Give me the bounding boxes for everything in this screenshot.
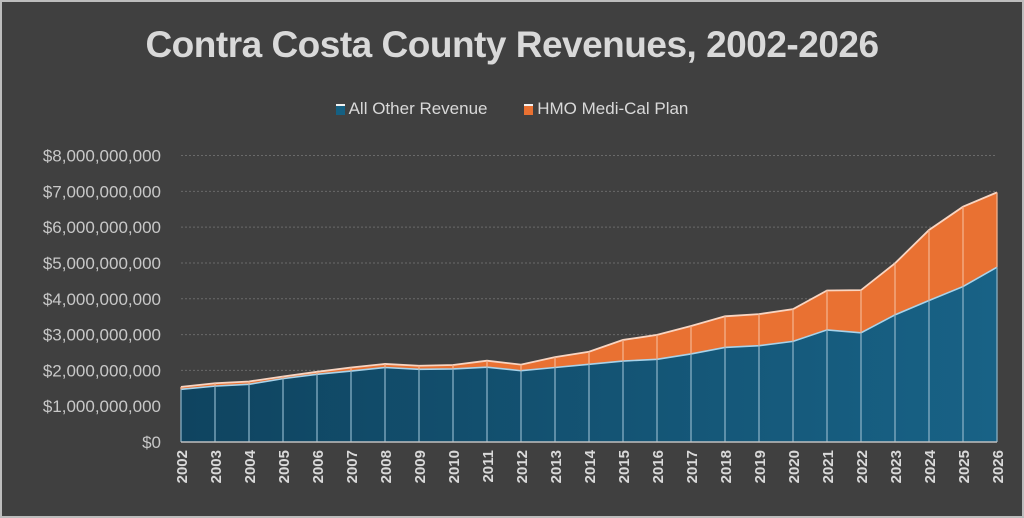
x-tick-label: 2007	[344, 450, 361, 483]
x-tick-label: 2022	[854, 450, 871, 483]
x-tick-label: 2025	[956, 450, 973, 483]
legend-item-all-other-revenue[interactable]: All Other Revenue	[335, 99, 488, 119]
legend: All Other Revenue HMO Medi-Cal Plan	[2, 99, 1022, 120]
legend-swatch-hmo-medi-cal-plan	[524, 103, 534, 115]
y-tick-label: $4,000,000,000	[43, 290, 161, 309]
y-tick-label: $0	[142, 433, 161, 452]
x-tick-label: 2016	[650, 450, 667, 483]
legend-swatch-all-other-revenue	[335, 103, 345, 115]
y-tick-label: $6,000,000,000	[43, 218, 161, 237]
legend-item-hmo-medi-cal-plan[interactable]: HMO Medi-Cal Plan	[524, 99, 688, 119]
x-tick-label: 2014	[582, 449, 599, 483]
y-tick-label: $7,000,000,000	[43, 182, 161, 201]
x-tick-label: 2005	[276, 450, 293, 483]
legend-label: All Other Revenue	[348, 99, 488, 118]
y-tick-label: $3,000,000,000	[43, 326, 161, 345]
x-tick-label: 2020	[786, 450, 803, 483]
x-tick-label: 2024	[922, 449, 939, 483]
drop-lines	[180, 192, 998, 443]
x-tick-label: 2009	[412, 450, 429, 483]
x-tick-label: 2012	[514, 450, 531, 483]
chart-title: Contra Costa County Revenues, 2002-2026	[145, 24, 879, 65]
y-tick-label: $5,000,000,000	[43, 254, 161, 273]
x-tick-label: 2021	[820, 450, 837, 483]
x-tick-label: 2011	[480, 450, 497, 483]
y-tick-label: $2,000,000,000	[43, 361, 161, 380]
legend-label: HMO Medi-Cal Plan	[537, 99, 689, 118]
x-tick-label: 2019	[752, 450, 769, 483]
x-tick-label: 2010	[446, 450, 463, 483]
y-tick-label: $8,000,000,000	[43, 147, 161, 166]
x-tick-label: 2008	[378, 450, 395, 483]
x-tick-label: 2004	[242, 449, 259, 483]
x-tick-label: 2018	[718, 450, 735, 483]
y-axis: $0 $1,000,000,000 $2,000,000,000 $3,000,000…	[43, 147, 161, 453]
x-tick-label: 2023	[888, 450, 905, 483]
x-axis: 2002 2003 2004 2005 2006 2007 2008 2009 2010 2011…	[174, 449, 1007, 483]
x-tick-label: 2003	[208, 450, 225, 483]
y-tick-label: $1,000,000,000	[43, 397, 161, 416]
x-tick-label: 2015	[616, 450, 633, 483]
x-tick-label: 2006	[310, 450, 327, 483]
x-tick-label: 2026	[990, 450, 1007, 483]
x-tick-label: 2013	[548, 450, 565, 483]
x-tick-label: 2002	[174, 450, 191, 483]
x-tick-label: 2017	[684, 450, 701, 483]
